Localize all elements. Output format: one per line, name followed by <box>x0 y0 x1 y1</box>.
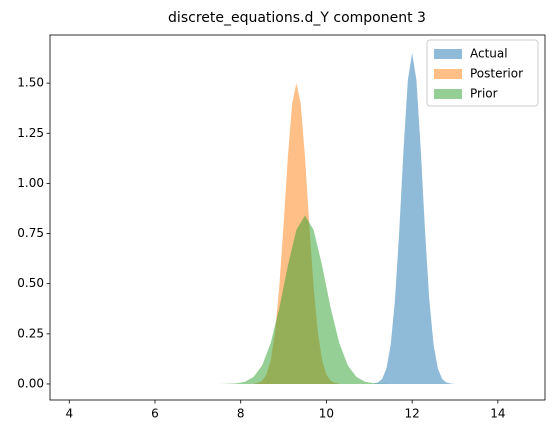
chart-title: discrete_equations.d_Y component 3 <box>168 10 426 26</box>
x-tick-label: 12 <box>405 407 420 421</box>
y-tick-label: 1.00 <box>17 176 44 190</box>
x-tick-label: 4 <box>65 407 73 421</box>
legend-swatch <box>434 69 462 79</box>
x-tick-label: 8 <box>237 407 245 421</box>
y-tick-label: 0.25 <box>17 326 44 340</box>
legend-label: Actual <box>470 47 508 61</box>
plot-frame <box>49 34 546 401</box>
area <box>219 215 391 384</box>
y-tick-label: 0.50 <box>17 276 44 290</box>
x-tick-label: 10 <box>319 407 334 421</box>
x-tick-label: 6 <box>151 407 159 421</box>
y-tick-label: 0.75 <box>17 226 44 240</box>
area <box>369 53 455 384</box>
legend-swatch <box>434 49 462 59</box>
legend-label: Posterior <box>470 67 523 81</box>
y-tick-label: 0.00 <box>17 376 44 390</box>
y-tick-label: 1.25 <box>17 126 44 140</box>
y-tick-label: 1.50 <box>17 76 44 90</box>
legend-swatch <box>434 89 462 99</box>
legend-label: Prior <box>470 87 498 101</box>
x-tick-label: 14 <box>490 407 505 421</box>
